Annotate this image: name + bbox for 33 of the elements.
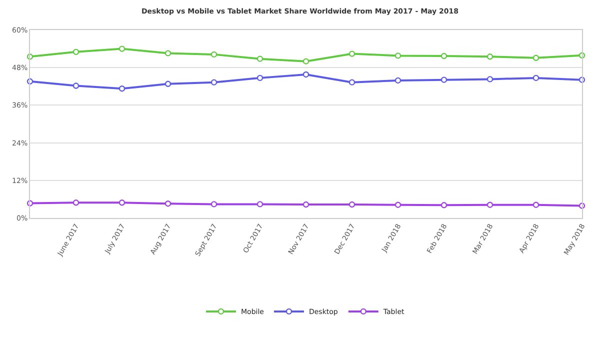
point: [486, 54, 494, 60]
point: [532, 74, 540, 82]
point: [348, 79, 356, 86]
point: [164, 50, 172, 56]
point: [348, 201, 356, 208]
point: [302, 71, 310, 78]
point: [486, 202, 494, 208]
point: [302, 58, 310, 64]
point: [440, 76, 448, 83]
point: [256, 56, 264, 62]
point: [72, 48, 80, 56]
point: [394, 52, 402, 59]
point: [302, 201, 310, 208]
point: [118, 85, 126, 92]
point: [210, 201, 218, 208]
point: [210, 79, 218, 86]
point: [486, 76, 494, 82]
point: [532, 202, 540, 208]
point: [394, 202, 402, 208]
point: [348, 50, 356, 57]
point: [210, 51, 218, 58]
point: [256, 74, 264, 82]
point: [164, 80, 172, 87]
point: [164, 200, 172, 207]
point: [440, 202, 448, 208]
point: [72, 200, 80, 206]
point: [440, 52, 448, 60]
point: [118, 200, 126, 206]
point: [394, 77, 402, 84]
point: [118, 46, 126, 52]
point: [72, 82, 80, 89]
point: [532, 54, 540, 61]
point: [256, 201, 264, 208]
